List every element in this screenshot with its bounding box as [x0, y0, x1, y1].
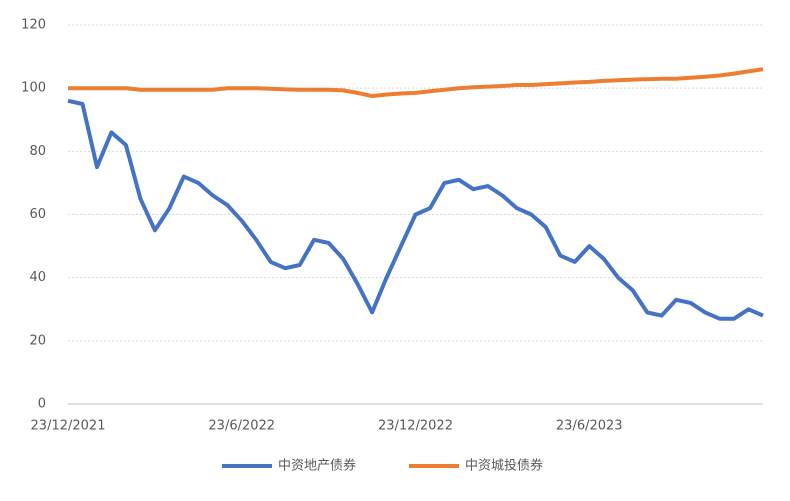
y-tick-label: 0: [38, 397, 46, 412]
y-tick-label: 60: [29, 207, 46, 222]
y-tick-label: 120: [21, 18, 46, 33]
legend-label: 中资城投债券: [465, 458, 543, 474]
y-tick-label: 20: [29, 333, 46, 348]
x-tick-label: 23/12/2022: [378, 419, 453, 434]
series-line: [67, 98, 764, 321]
x-tick-label: 23/6/2023: [556, 419, 623, 434]
y-tick-label: 40: [29, 270, 46, 285]
legend-label: 中资地产债券: [278, 458, 356, 474]
y-tick-label: 100: [21, 81, 46, 96]
x-tick-label: 23/12/2021: [31, 419, 106, 434]
y-tick-label: 80: [29, 144, 46, 159]
series-line: [68, 67, 764, 99]
x-tick-label: 23/6/2022: [208, 419, 275, 434]
